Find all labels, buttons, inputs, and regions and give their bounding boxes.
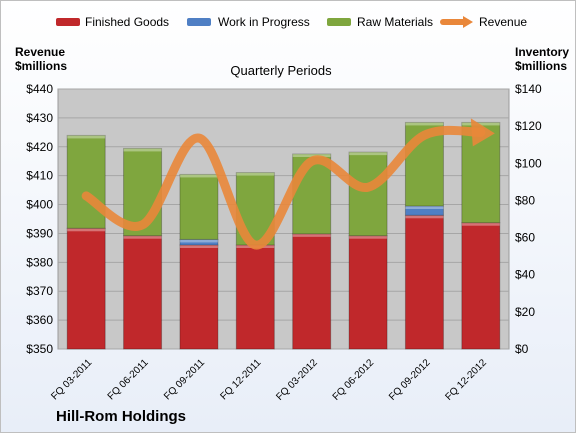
bar-work-in-progress-highlight <box>179 239 218 243</box>
left-tick-label: $380 <box>26 255 53 269</box>
left-tick-label: $350 <box>26 342 53 356</box>
left-tick-label: $430 <box>26 111 53 125</box>
right-axis-title-line2: $millions <box>515 59 567 73</box>
right-tick-label: $60 <box>515 231 535 245</box>
x-tick-label: FQ 03-2012 <box>274 357 320 403</box>
bar-finished-goods-highlight <box>67 228 106 232</box>
bar-raw-materials-highlight <box>292 154 331 157</box>
bar-finished-goods-highlight <box>123 235 162 239</box>
left-tick-label: $440 <box>26 82 53 96</box>
legend-revenue: Revenue <box>479 15 527 29</box>
left-tick-label: $410 <box>26 169 53 183</box>
right-tick-label: $20 <box>515 305 535 319</box>
bar-finished-goods <box>292 233 332 350</box>
right-tick-label: $100 <box>515 156 542 170</box>
right-tick-label: $120 <box>515 119 542 133</box>
bar-raw-materials <box>66 134 106 229</box>
left-axis-title-line1: Revenue <box>15 45 65 59</box>
x-tick-label: FQ 06-2012 <box>331 357 377 403</box>
left-tick-label: $390 <box>26 226 53 240</box>
bar-raw-materials <box>292 153 332 235</box>
bar-finished-goods <box>179 244 219 350</box>
left-axis-ticks: $350 $360 $370 $380 $390 $400 $410 $420 $430 $440 <box>26 82 53 356</box>
bar-raw-materials <box>348 151 388 237</box>
x-tick-label: FQ 12-2011 <box>218 357 263 402</box>
bar-raw-materials-highlight <box>67 135 106 139</box>
bar-raw-materials-highlight <box>405 122 444 126</box>
x-axis-ticks: FQ 03-2011 FQ 06-2011 FQ 09-2011 FQ 12-2011… <box>49 357 489 403</box>
legend-swatch-raw-materials <box>327 18 351 26</box>
x-tick-label: FQ 09-2012 <box>387 357 433 403</box>
bar-raw-materials-highlight <box>179 174 218 178</box>
bar-finished-goods-highlight <box>461 222 500 226</box>
x-tick-label: FQ 09-2011 <box>162 357 207 402</box>
bars <box>66 121 501 350</box>
legend-swatch-work-in-progress <box>187 18 211 26</box>
legend-raw-materials: Raw Materials <box>357 15 433 29</box>
bar-raw-materials-highlight <box>461 122 500 126</box>
right-tick-label: $80 <box>515 193 535 207</box>
right-tick-label: $0 <box>515 342 529 356</box>
right-axis-title-line1: Inventory <box>515 45 569 59</box>
bar-finished-goods-highlight <box>292 233 331 237</box>
bar-finished-goods <box>66 227 106 350</box>
bar-finished-goods-highlight <box>405 215 444 219</box>
company-name: Hill-Rom Holdings <box>56 408 186 425</box>
revenue-line <box>81 125 486 250</box>
bar-raw-materials-highlight <box>349 152 388 156</box>
bar-finished-goods <box>123 235 163 350</box>
left-tick-label: $420 <box>26 140 53 154</box>
bar-raw-materials-highlight <box>123 148 162 152</box>
bar-finished-goods <box>348 235 388 350</box>
bar-raw-materials <box>179 173 219 240</box>
left-tick-label: $360 <box>26 313 53 327</box>
bar-finished-goods <box>461 222 501 350</box>
left-axis-title-line2: $millions <box>15 59 67 73</box>
x-tick-label: FQ 03-2011 <box>49 357 94 402</box>
legend-revenue-arrow-icon <box>463 16 473 28</box>
legend-work-in-progress: Work in Progress <box>218 15 310 29</box>
bar-finished-goods-highlight <box>179 245 218 248</box>
bar-finished-goods <box>235 244 275 350</box>
bar-work-in-progress-highlight <box>405 206 444 209</box>
legend-finished-goods: Finished Goods <box>85 15 169 29</box>
revenue-arrowhead <box>470 118 495 147</box>
right-tick-label: $40 <box>515 268 535 282</box>
x-tick-label: FQ 12-2012 <box>443 357 489 403</box>
right-axis-ticks: $0 $20 $40 $60 $80 $100 $120 $140 <box>515 82 542 356</box>
left-tick-label: $370 <box>26 284 53 298</box>
legend-swatch-finished-goods <box>56 18 80 26</box>
legend: Finished Goods Work in Progress Raw Mate… <box>56 15 527 29</box>
chart-title: Quarterly Periods <box>230 63 332 78</box>
left-tick-label: $400 <box>26 198 53 212</box>
bar-finished-goods <box>404 214 444 350</box>
bar-raw-materials-highlight <box>236 172 275 176</box>
x-tick-label: FQ 06-2011 <box>106 357 151 402</box>
right-tick-label: $140 <box>515 82 542 96</box>
bar-finished-goods-highlight <box>349 235 388 239</box>
